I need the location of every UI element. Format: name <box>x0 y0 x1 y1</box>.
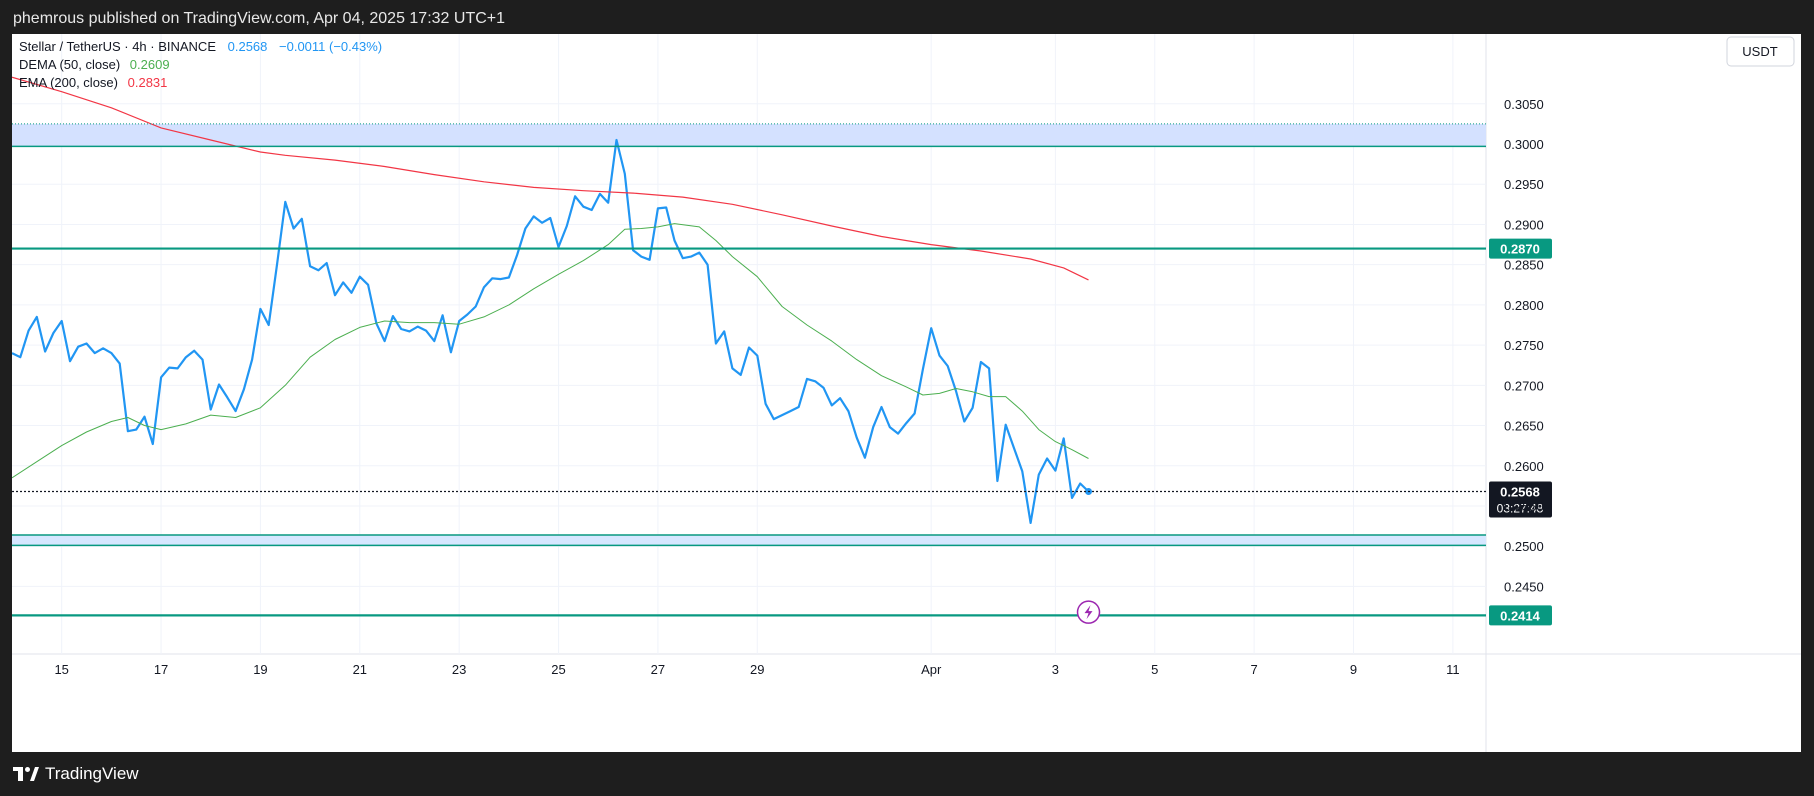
x-tick-label: 9 <box>1350 662 1357 677</box>
x-tick-label: 3 <box>1052 662 1059 677</box>
y-tick-label: 0.2900 <box>1504 217 1544 232</box>
x-tick-label: 15 <box>54 662 68 677</box>
levels-layer: 0.2870 0.2414 0.2568 03:27:48 <box>12 123 1552 626</box>
y-tick-label: 0.2800 <box>1504 298 1544 313</box>
x-tick-label: 21 <box>353 662 367 677</box>
chart-grid <box>12 34 1801 752</box>
x-tick-label: 19 <box>253 662 267 677</box>
x-tick-label: 27 <box>651 662 665 677</box>
tradingview-logo[interactable]: TradingView <box>13 764 139 784</box>
support-resistance-zone <box>12 123 1486 147</box>
y-tick-label: 0.3000 <box>1504 137 1544 152</box>
y-tick-label: 0.3050 <box>1504 97 1544 112</box>
y-tick-label: 0.2950 <box>1504 177 1544 192</box>
x-tick-label: 17 <box>154 662 168 677</box>
legend-dema-label: DEMA (50, close) <box>19 57 120 72</box>
chart-frame[interactable]: 0.2870 0.2414 0.2568 03:27:48 0.3050 0.3000 0… <box>11 34 1801 752</box>
y-tick-label: 0.2650 <box>1504 419 1544 434</box>
lightning-icon-bolt <box>1084 605 1093 620</box>
legend-symbol: Stellar / TetherUS · 4h · BINANCE <box>19 39 216 54</box>
level-price-label: 0.2414 <box>1500 608 1541 623</box>
x-tick-label: Apr <box>921 662 942 677</box>
y-tick-label: 0.2850 <box>1504 258 1544 273</box>
ema-line <box>11 76 1089 281</box>
legend-symbol-line[interactable]: Stellar / TetherUS · 4h · BINANCE 0.2568… <box>19 39 382 54</box>
y-tick-label: 0.2600 <box>1504 459 1544 474</box>
publish-header: phemrous published on TradingView.com, A… <box>0 0 1814 34</box>
dema-line <box>11 223 1089 479</box>
legend-price: 0.2568 <box>228 39 268 54</box>
legend-change: −0.0011 (−0.43%) <box>279 39 382 54</box>
price-axis: 0.3050 0.3000 0.2950 0.2900 0.2850 0.2800 0.27… <box>1504 97 1544 595</box>
current-price-label: 0.2568 <box>1500 485 1540 500</box>
x-tick-label: 23 <box>452 662 466 677</box>
time-axis: 15 17 19 21 23 25 27 29 Apr 3 5 7 9 11 <box>54 662 1459 677</box>
legend-ema-label: EMA (200, close) <box>19 75 118 90</box>
y-tick-label: 0.2500 <box>1504 539 1544 554</box>
legend-ema-value: 0.2831 <box>128 75 168 90</box>
price-line <box>11 138 1090 524</box>
y-tick-label: 0.2450 <box>1504 579 1544 594</box>
y-tick-label: 0.2750 <box>1504 338 1544 353</box>
x-tick-label: 5 <box>1151 662 1158 677</box>
legend-dema-value: 0.2609 <box>130 57 170 72</box>
current-price-badge <box>1489 481 1552 518</box>
countdown-label: 03:27:48 <box>1497 502 1544 516</box>
x-tick-label: 11 <box>1446 662 1460 677</box>
legend-dema-line[interactable]: DEMA (50, close) 0.2609 <box>19 57 170 72</box>
y-tick-label: 0.2550 <box>1504 499 1544 514</box>
lightning-icon[interactable] <box>1076 600 1101 624</box>
zones-layer <box>12 123 1486 546</box>
support-resistance-zone <box>12 534 1486 546</box>
x-tick-label: 25 <box>551 662 565 677</box>
brand-name: TradingView <box>45 764 139 783</box>
footer: TradingView <box>0 752 1814 796</box>
x-tick-label: 29 <box>750 662 764 677</box>
y-tick-label: 0.2700 <box>1504 378 1544 393</box>
series-layer <box>11 76 1093 524</box>
currency-button-label: USDT <box>1742 44 1777 59</box>
tradingview-logo-icon <box>13 767 39 781</box>
level-price-badge <box>1489 605 1552 626</box>
currency-button[interactable]: USDT <box>1726 36 1795 67</box>
level-price-badge <box>1489 238 1552 259</box>
legend-ema-line[interactable]: EMA (200, close) 0.2831 <box>19 75 167 90</box>
level-price-label: 0.2870 <box>1500 242 1540 257</box>
publish-text: phemrous published on TradingView.com, A… <box>13 10 506 27</box>
x-tick-label: 7 <box>1251 662 1258 677</box>
